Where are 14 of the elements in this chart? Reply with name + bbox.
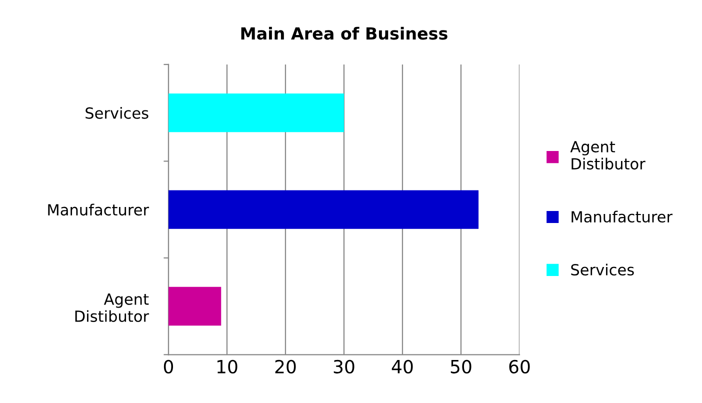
legend-label: Agent Distibutor	[570, 141, 646, 170]
y-tick-label: Services	[86, 107, 148, 119]
legend-label: Manufacturer	[572, 210, 673, 223]
x-tick-label: 40	[392, 360, 413, 374]
x-tick-label: 50	[450, 360, 472, 374]
x-tick-label: 10	[217, 360, 238, 374]
legend-label: Services	[571, 264, 634, 276]
x-tick-label: 20	[275, 360, 296, 374]
x-tick-label: 30	[334, 360, 354, 374]
y-tick-label: Manufacturer	[48, 204, 150, 216]
x-tick-label: 0	[164, 360, 174, 374]
y-tick-label: Agent Distibutor	[75, 294, 150, 322]
x-tick-label: 60	[509, 360, 530, 374]
chart-title: Main Area of Business	[241, 26, 448, 40]
